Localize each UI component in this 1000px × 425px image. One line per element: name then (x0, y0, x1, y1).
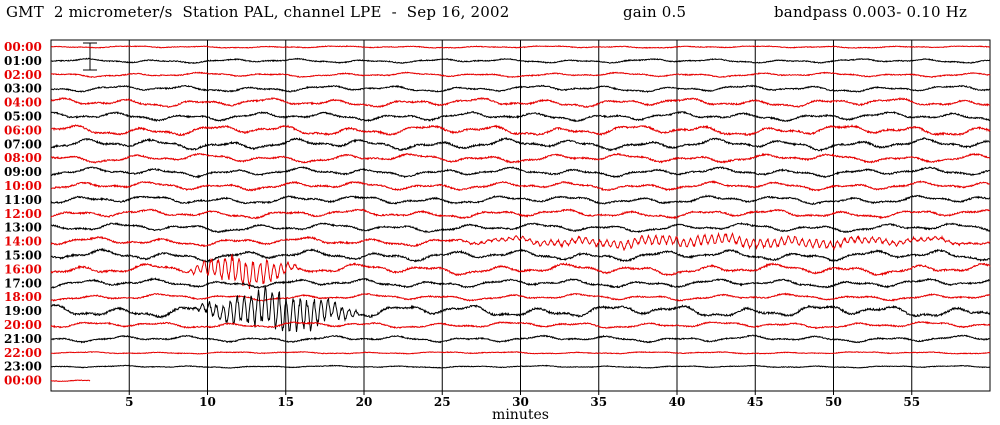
x-tick-label-35: 35 (590, 395, 607, 409)
trace-6 (50, 124, 991, 137)
row-label-3: 03:00 (4, 82, 42, 96)
trace-24 (50, 379, 91, 382)
trace-2 (50, 71, 991, 79)
x-tick-label-25: 25 (434, 395, 451, 409)
x-tick-label-5: 5 (125, 395, 133, 409)
row-label-19: 19:00 (4, 304, 42, 318)
trace-16 (50, 254, 991, 290)
trace-19 (50, 285, 991, 332)
row-label-16: 16:00 (4, 262, 42, 276)
trace-9 (50, 166, 991, 179)
row-label-14: 14:00 (4, 235, 42, 249)
x-tick-label-20: 20 (356, 395, 373, 409)
trace-18 (50, 292, 991, 302)
x-tick-label-10: 10 (199, 395, 216, 409)
row-label-15: 15:00 (4, 249, 42, 263)
row-label-10: 10:00 (4, 179, 42, 193)
trace-8 (50, 152, 991, 164)
row-label-20: 20:00 (4, 318, 42, 332)
trace-15 (50, 247, 991, 264)
row-label-1: 01:00 (4, 54, 42, 68)
trace-4 (50, 96, 991, 109)
row-label-17: 17:00 (4, 276, 42, 290)
row-label-22: 22:00 (4, 346, 42, 360)
trace-13 (50, 222, 991, 234)
trace-1 (50, 57, 991, 64)
row-label-9: 09:00 (4, 165, 42, 179)
row-label-21: 21:00 (4, 332, 42, 346)
row-label-0: 00:00 (4, 40, 42, 54)
row-label-24: 00:00 (4, 374, 42, 388)
trace-5 (50, 110, 991, 123)
trace-17 (50, 277, 991, 289)
trace-22 (50, 350, 991, 355)
bandpass-label: bandpass 0.003- 0.10 Hz (774, 3, 968, 21)
trace-3 (50, 84, 991, 94)
trace-21 (50, 334, 991, 344)
trace-0 (51, 45, 991, 49)
row-label-13: 13:00 (4, 221, 42, 235)
x-tick-label-45: 45 (747, 395, 764, 409)
trace-20 (50, 320, 991, 330)
row-label-12: 12:00 (4, 207, 42, 221)
x-tick-label-55: 55 (903, 395, 920, 409)
x-tick-label-40: 40 (669, 395, 686, 409)
trace-12 (50, 208, 991, 220)
row-label-4: 04:00 (4, 96, 42, 110)
x-tick-label-15: 15 (277, 395, 294, 409)
trace-23 (50, 364, 991, 369)
chart-title: GMT 2 micrometer/s Station PAL, channel … (6, 3, 510, 21)
trace-11 (50, 194, 990, 206)
x-tick-label-50: 50 (825, 395, 842, 409)
trace-7 (50, 136, 991, 152)
trace-14 (50, 231, 991, 251)
row-label-6: 06:00 (4, 123, 42, 137)
row-label-2: 02:00 (4, 68, 42, 82)
row-label-7: 07:00 (4, 137, 42, 151)
gain-label: gain 0.5 (623, 3, 687, 21)
row-label-23: 23:00 (4, 360, 42, 374)
row-label-11: 11:00 (4, 193, 42, 207)
trace-10 (50, 180, 990, 192)
row-label-18: 18:00 (4, 290, 42, 304)
row-label-5: 05:00 (4, 110, 42, 124)
x-tick-label-30: 30 (512, 395, 529, 409)
x-axis-label: minutes (492, 407, 549, 423)
row-label-8: 08:00 (4, 151, 42, 165)
